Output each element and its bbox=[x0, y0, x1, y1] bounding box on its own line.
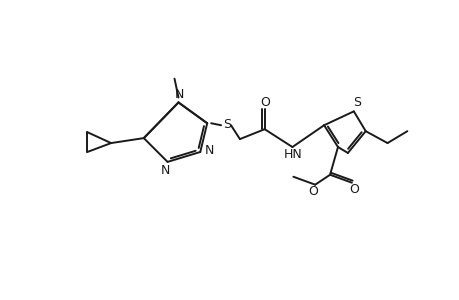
Text: N: N bbox=[204, 145, 213, 158]
Text: O: O bbox=[308, 185, 318, 198]
Text: N: N bbox=[161, 164, 170, 177]
Text: O: O bbox=[260, 96, 270, 109]
Text: S: S bbox=[352, 96, 360, 109]
Text: N: N bbox=[174, 88, 184, 101]
Text: O: O bbox=[348, 183, 358, 196]
Text: HN: HN bbox=[283, 148, 302, 161]
Text: S: S bbox=[223, 118, 230, 131]
